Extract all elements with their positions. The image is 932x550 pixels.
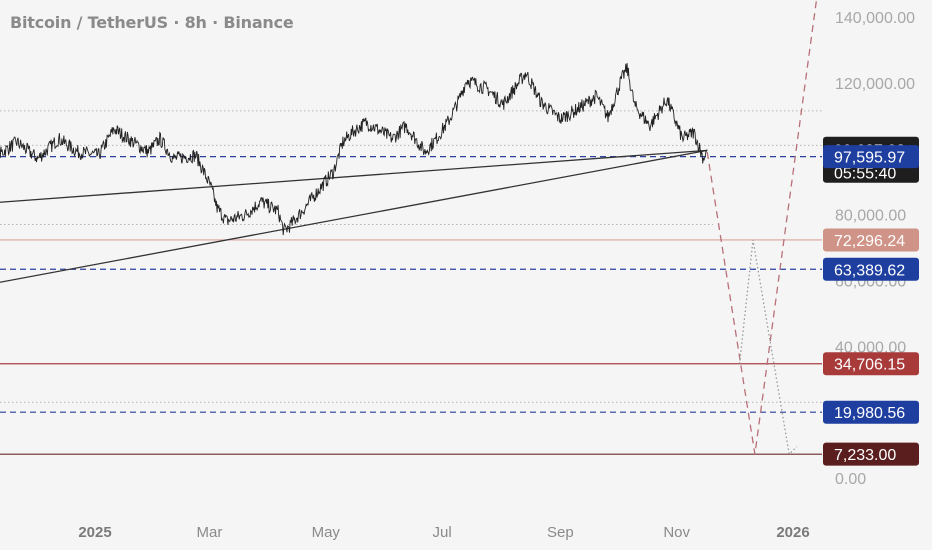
- x-tick-label: Jul: [432, 524, 451, 541]
- price-line: [0, 63, 708, 236]
- chart-title: Bitcoin / TetherUS · 8h · Binance: [10, 13, 294, 32]
- price-badge-label: 19,980.56: [834, 405, 905, 422]
- price-badge-label: 7,233.00: [834, 447, 896, 464]
- price-badge-label: 97,595.97: [834, 150, 905, 167]
- trendlines: [0, 149, 708, 283]
- price-badge: [823, 400, 919, 424]
- price-badge: [823, 352, 919, 376]
- horizontal-levels: [0, 156, 822, 455]
- price-badge: [823, 228, 919, 252]
- price-badge-label: 72,296.24: [834, 233, 905, 250]
- price-axis: 140,000.00120,000.0080,000.0060,000.0040…: [835, 10, 915, 488]
- price-badge: [823, 145, 919, 169]
- time-axis: 2025 Mar May Jul Sep Nov 2026: [78, 524, 809, 541]
- projections: [706, 0, 818, 456]
- price-badge: [823, 257, 919, 281]
- price-series: [0, 63, 708, 236]
- dotted-levels: [0, 110, 822, 403]
- x-tick-label: 2025: [78, 524, 111, 541]
- price-badges: 99,687.2805:55:4097,595.9772,296.2463,38…: [823, 136, 919, 466]
- price-badge-label: 63,389.62: [834, 262, 905, 279]
- y-tick-label: 80,000.00: [835, 208, 906, 225]
- price-badge-label: 34,706.15: [834, 357, 905, 374]
- trendline: [0, 149, 708, 283]
- countdown-label: 05:55:40: [834, 166, 896, 183]
- y-tick-label: 40,000.00: [835, 339, 906, 356]
- x-tick-label: Mar: [197, 524, 223, 541]
- y-tick-label: 140,000.00: [835, 10, 915, 27]
- y-tick-label: 0.00: [835, 471, 866, 488]
- x-tick-label: Sep: [547, 524, 574, 541]
- trendline: [0, 149, 708, 203]
- price-badge: [823, 442, 919, 466]
- x-tick-label: Nov: [663, 524, 690, 541]
- x-tick-label: May: [312, 524, 341, 541]
- x-tick-label: 2026: [776, 524, 809, 541]
- projection-path: [738, 239, 798, 456]
- projection-path: [706, 0, 818, 455]
- y-tick-label: 120,000.00: [835, 76, 915, 93]
